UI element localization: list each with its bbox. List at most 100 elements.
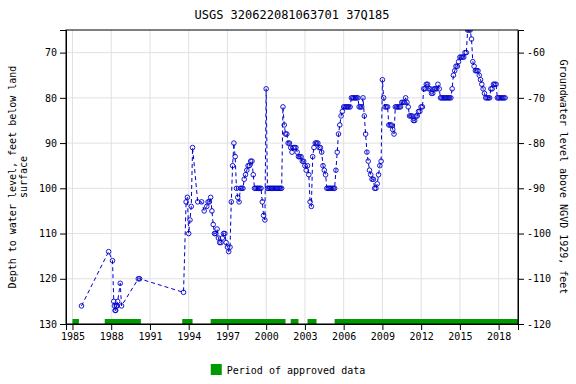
tick-label: 2012 bbox=[410, 331, 434, 342]
data-point bbox=[184, 200, 189, 205]
tick-label: 2009 bbox=[371, 331, 395, 342]
data-point bbox=[452, 68, 457, 73]
tick-label: 1994 bbox=[177, 331, 201, 342]
data-point bbox=[301, 159, 306, 164]
data-point bbox=[119, 304, 124, 309]
grid-line-x bbox=[304, 30, 305, 324]
data-point bbox=[106, 249, 111, 254]
data-point bbox=[456, 59, 461, 64]
data-point bbox=[436, 82, 441, 87]
data-point bbox=[337, 123, 342, 128]
data-point bbox=[469, 37, 474, 42]
data-point bbox=[219, 240, 224, 245]
data-point bbox=[363, 132, 368, 137]
tick: 120 bbox=[39, 273, 66, 284]
tick-label: -90 bbox=[527, 183, 545, 194]
data-point bbox=[478, 77, 483, 82]
tick: -120 bbox=[518, 319, 551, 330]
tick-mark bbox=[382, 324, 383, 330]
data-point bbox=[210, 209, 215, 214]
tick-label: 2018 bbox=[487, 331, 511, 342]
data-point bbox=[335, 150, 340, 155]
y2-axis-title: Groundwater level above NGVD 1929, feet bbox=[558, 60, 569, 295]
data-point bbox=[321, 163, 326, 168]
grid-line-x bbox=[149, 30, 150, 324]
tick: -60 bbox=[518, 47, 545, 58]
data-point bbox=[229, 200, 234, 205]
approved-period bbox=[291, 319, 299, 324]
tick-mark bbox=[518, 279, 524, 280]
data-point bbox=[263, 218, 268, 223]
data-point bbox=[450, 87, 455, 92]
data-point bbox=[224, 240, 229, 245]
data-point bbox=[494, 82, 499, 87]
tick: 2000 bbox=[255, 324, 279, 342]
data-point bbox=[260, 200, 265, 205]
data-point bbox=[110, 258, 115, 263]
data-point bbox=[215, 227, 220, 232]
data-point bbox=[455, 64, 460, 69]
data-point bbox=[359, 105, 364, 110]
tick-label: -110 bbox=[527, 273, 551, 284]
data-point bbox=[233, 154, 238, 159]
legend-swatch bbox=[211, 364, 222, 375]
data-point bbox=[228, 245, 233, 250]
grid-line-x bbox=[382, 30, 383, 324]
data-point bbox=[281, 105, 286, 110]
data-point bbox=[230, 163, 235, 168]
data-point bbox=[115, 299, 120, 304]
data-point bbox=[374, 186, 379, 191]
data-point bbox=[371, 177, 376, 182]
data-point bbox=[305, 163, 310, 168]
data-point bbox=[264, 87, 269, 92]
data-point bbox=[285, 132, 290, 137]
tick: 90 bbox=[45, 138, 66, 149]
data-point bbox=[332, 186, 337, 191]
tick-mark bbox=[518, 143, 524, 144]
tick: -90 bbox=[518, 183, 545, 194]
grid-line-x bbox=[421, 30, 422, 324]
tick-mark bbox=[421, 324, 422, 330]
tick-mark bbox=[518, 188, 524, 189]
data-point bbox=[223, 231, 228, 236]
data-point bbox=[476, 68, 481, 73]
data-point bbox=[237, 200, 242, 205]
data-point bbox=[490, 87, 495, 92]
grid-line-y bbox=[66, 188, 518, 189]
marks bbox=[72, 30, 518, 324]
tick: 2009 bbox=[371, 324, 395, 342]
data-point bbox=[376, 172, 381, 177]
approved-period bbox=[335, 319, 518, 324]
approved-period bbox=[307, 319, 316, 324]
tick: 2003 bbox=[293, 324, 317, 342]
tick-mark bbox=[60, 188, 66, 189]
data-point bbox=[114, 304, 119, 309]
data-point bbox=[181, 290, 186, 295]
data-point bbox=[247, 163, 252, 168]
title: USGS 320622081063701 37Q185 bbox=[194, 8, 389, 22]
data-point bbox=[290, 150, 295, 155]
data-point bbox=[365, 150, 370, 155]
tick-label: -80 bbox=[527, 138, 545, 149]
tick-mark bbox=[60, 98, 66, 99]
data-point bbox=[380, 77, 385, 82]
tick: 1991 bbox=[138, 324, 162, 342]
data-point bbox=[204, 204, 209, 209]
data-point bbox=[451, 73, 456, 78]
data-point bbox=[241, 186, 246, 191]
data-point bbox=[251, 172, 256, 177]
data-point bbox=[375, 181, 380, 186]
tick-mark bbox=[518, 53, 524, 54]
grid-line-y bbox=[66, 233, 518, 234]
axis-line bbox=[67, 325, 519, 331]
data-point bbox=[309, 204, 314, 209]
data-point bbox=[390, 127, 395, 132]
data-point bbox=[471, 59, 476, 64]
tick-label: 1997 bbox=[216, 331, 240, 342]
tick-mark bbox=[72, 324, 73, 330]
tick: 1994 bbox=[177, 324, 201, 342]
data-point bbox=[118, 281, 123, 286]
data-point bbox=[207, 200, 212, 205]
grid-line-x bbox=[227, 30, 228, 324]
tick-mark bbox=[305, 324, 306, 330]
